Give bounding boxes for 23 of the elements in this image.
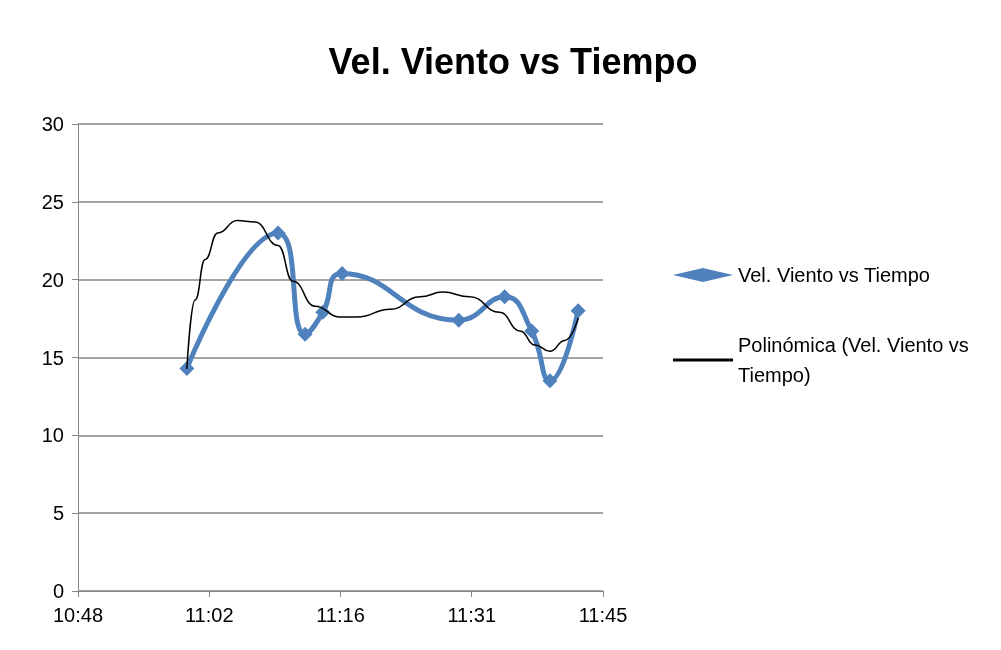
y-tick-label: 25 bbox=[41, 190, 64, 213]
y-tick-label: 0 bbox=[52, 580, 64, 602]
chart-title: Vel. Viento vs Tiempo bbox=[328, 40, 698, 82]
point bbox=[497, 289, 513, 305]
legend-label: Vel. Viento vs Tiempo bbox=[738, 264, 930, 286]
point bbox=[297, 326, 313, 342]
point bbox=[451, 312, 467, 328]
point bbox=[524, 323, 540, 339]
y-tick-label: 5 bbox=[52, 502, 64, 525]
x-tick-label: 11:45 bbox=[578, 604, 628, 626]
x-tick-label: 11:02 bbox=[184, 604, 234, 626]
x-tick-label: 11:31 bbox=[447, 604, 497, 626]
legend-label: Polinómica (Vel. Viento vs Tiempo) bbox=[738, 334, 975, 386]
y-tick-label: 30 bbox=[41, 113, 64, 135]
x-tick-label: 10:48 bbox=[52, 604, 104, 626]
point bbox=[570, 303, 586, 319]
y-tick-label: 20 bbox=[41, 268, 64, 291]
point bbox=[334, 265, 350, 281]
point bbox=[542, 373, 558, 389]
y-tick-label: 10 bbox=[41, 424, 64, 447]
x-tick-label: 11:16 bbox=[316, 604, 365, 626]
point bbox=[270, 225, 286, 241]
y-tick-label: 15 bbox=[41, 346, 64, 369]
